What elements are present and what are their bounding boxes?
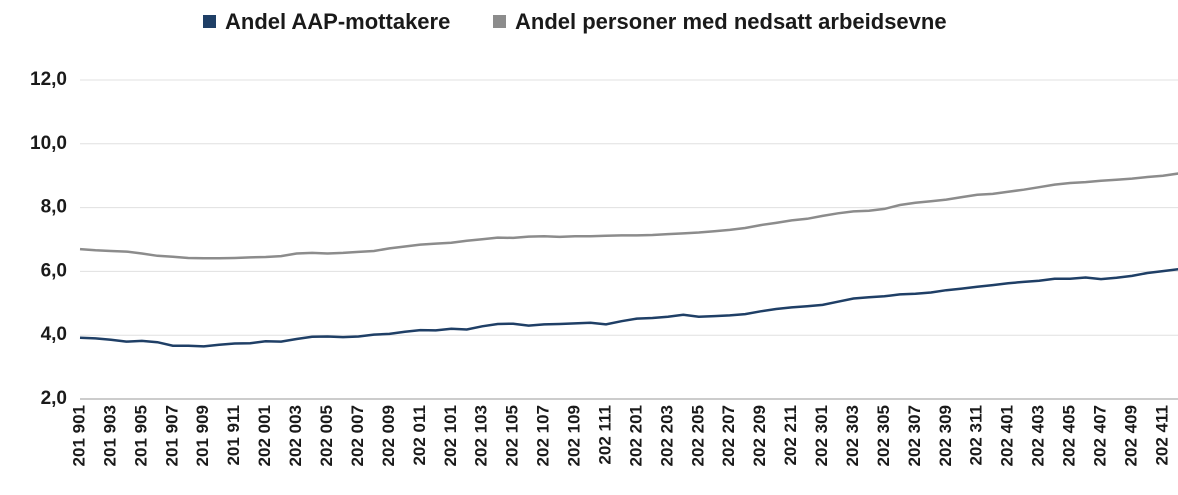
x-tick-label: 202 005 [317, 405, 336, 466]
x-tick-label: 202 107 [534, 405, 553, 466]
x-tick-label: 202 411 [1152, 405, 1171, 466]
x-tick-label: 202 211 [781, 405, 800, 466]
x-tick-label: 202 311 [967, 405, 986, 466]
x-tick-label: 201 907 [162, 405, 181, 466]
x-tick-label: 202 303 [843, 405, 862, 466]
legend-label: Andel AAP-mottakere [225, 9, 450, 34]
y-tick-label: 4,0 [41, 324, 67, 345]
x-tick-label: 202 305 [874, 405, 893, 466]
x-tick-label: 201 905 [131, 405, 150, 466]
x-tick-label: 202 201 [626, 405, 645, 466]
x-tick-label: 202 101 [441, 405, 460, 466]
x-tick-label: 202 409 [1121, 405, 1140, 466]
x-tick-label: 202 111 [595, 405, 614, 465]
x-tick-label: 202 209 [750, 405, 769, 466]
x-tick-label: 202 403 [1029, 405, 1048, 466]
x-tick-label: 202 407 [1091, 405, 1110, 466]
x-tick-label: 202 105 [503, 405, 522, 466]
x-tick-label: 202 309 [936, 405, 955, 466]
legend-swatch [493, 15, 506, 28]
x-tick-label: 202 405 [1060, 405, 1079, 466]
x-tick-label: 202 011 [410, 405, 429, 466]
x-tick-label: 202 307 [905, 405, 924, 466]
x-tick-label: 202 003 [286, 405, 305, 466]
y-tick-label: 12,0 [30, 69, 67, 90]
x-tick-label: 202 205 [688, 405, 707, 466]
x-tick-label: 201 901 [69, 405, 88, 466]
legend-label: Andel personer med nedsatt arbeidsevne [515, 9, 947, 34]
x-tick-label: 202 207 [719, 405, 738, 466]
x-tick-label: 202 109 [565, 405, 584, 466]
x-tick-label: 201 909 [193, 405, 212, 466]
y-tick-label: 8,0 [41, 197, 67, 218]
x-tick-label: 201 903 [100, 405, 119, 466]
series-line [79, 267, 1178, 348]
x-tick-label: 202 009 [379, 405, 398, 466]
y-tick-label: 10,0 [30, 133, 67, 154]
legend-swatch [203, 15, 216, 28]
x-tick-label: 202 001 [255, 405, 274, 466]
y-tick-label: 2,0 [41, 388, 67, 409]
series-line [79, 172, 1178, 260]
x-tick-label: 202 301 [812, 405, 831, 466]
x-tick-label: 201 911 [224, 405, 243, 466]
x-tick-label: 202 103 [472, 405, 491, 466]
x-tick-label: 202 203 [657, 405, 676, 466]
y-tick-label: 6,0 [41, 260, 67, 281]
x-tick-label: 202 401 [998, 405, 1017, 466]
x-tick-label: 202 007 [348, 405, 367, 466]
